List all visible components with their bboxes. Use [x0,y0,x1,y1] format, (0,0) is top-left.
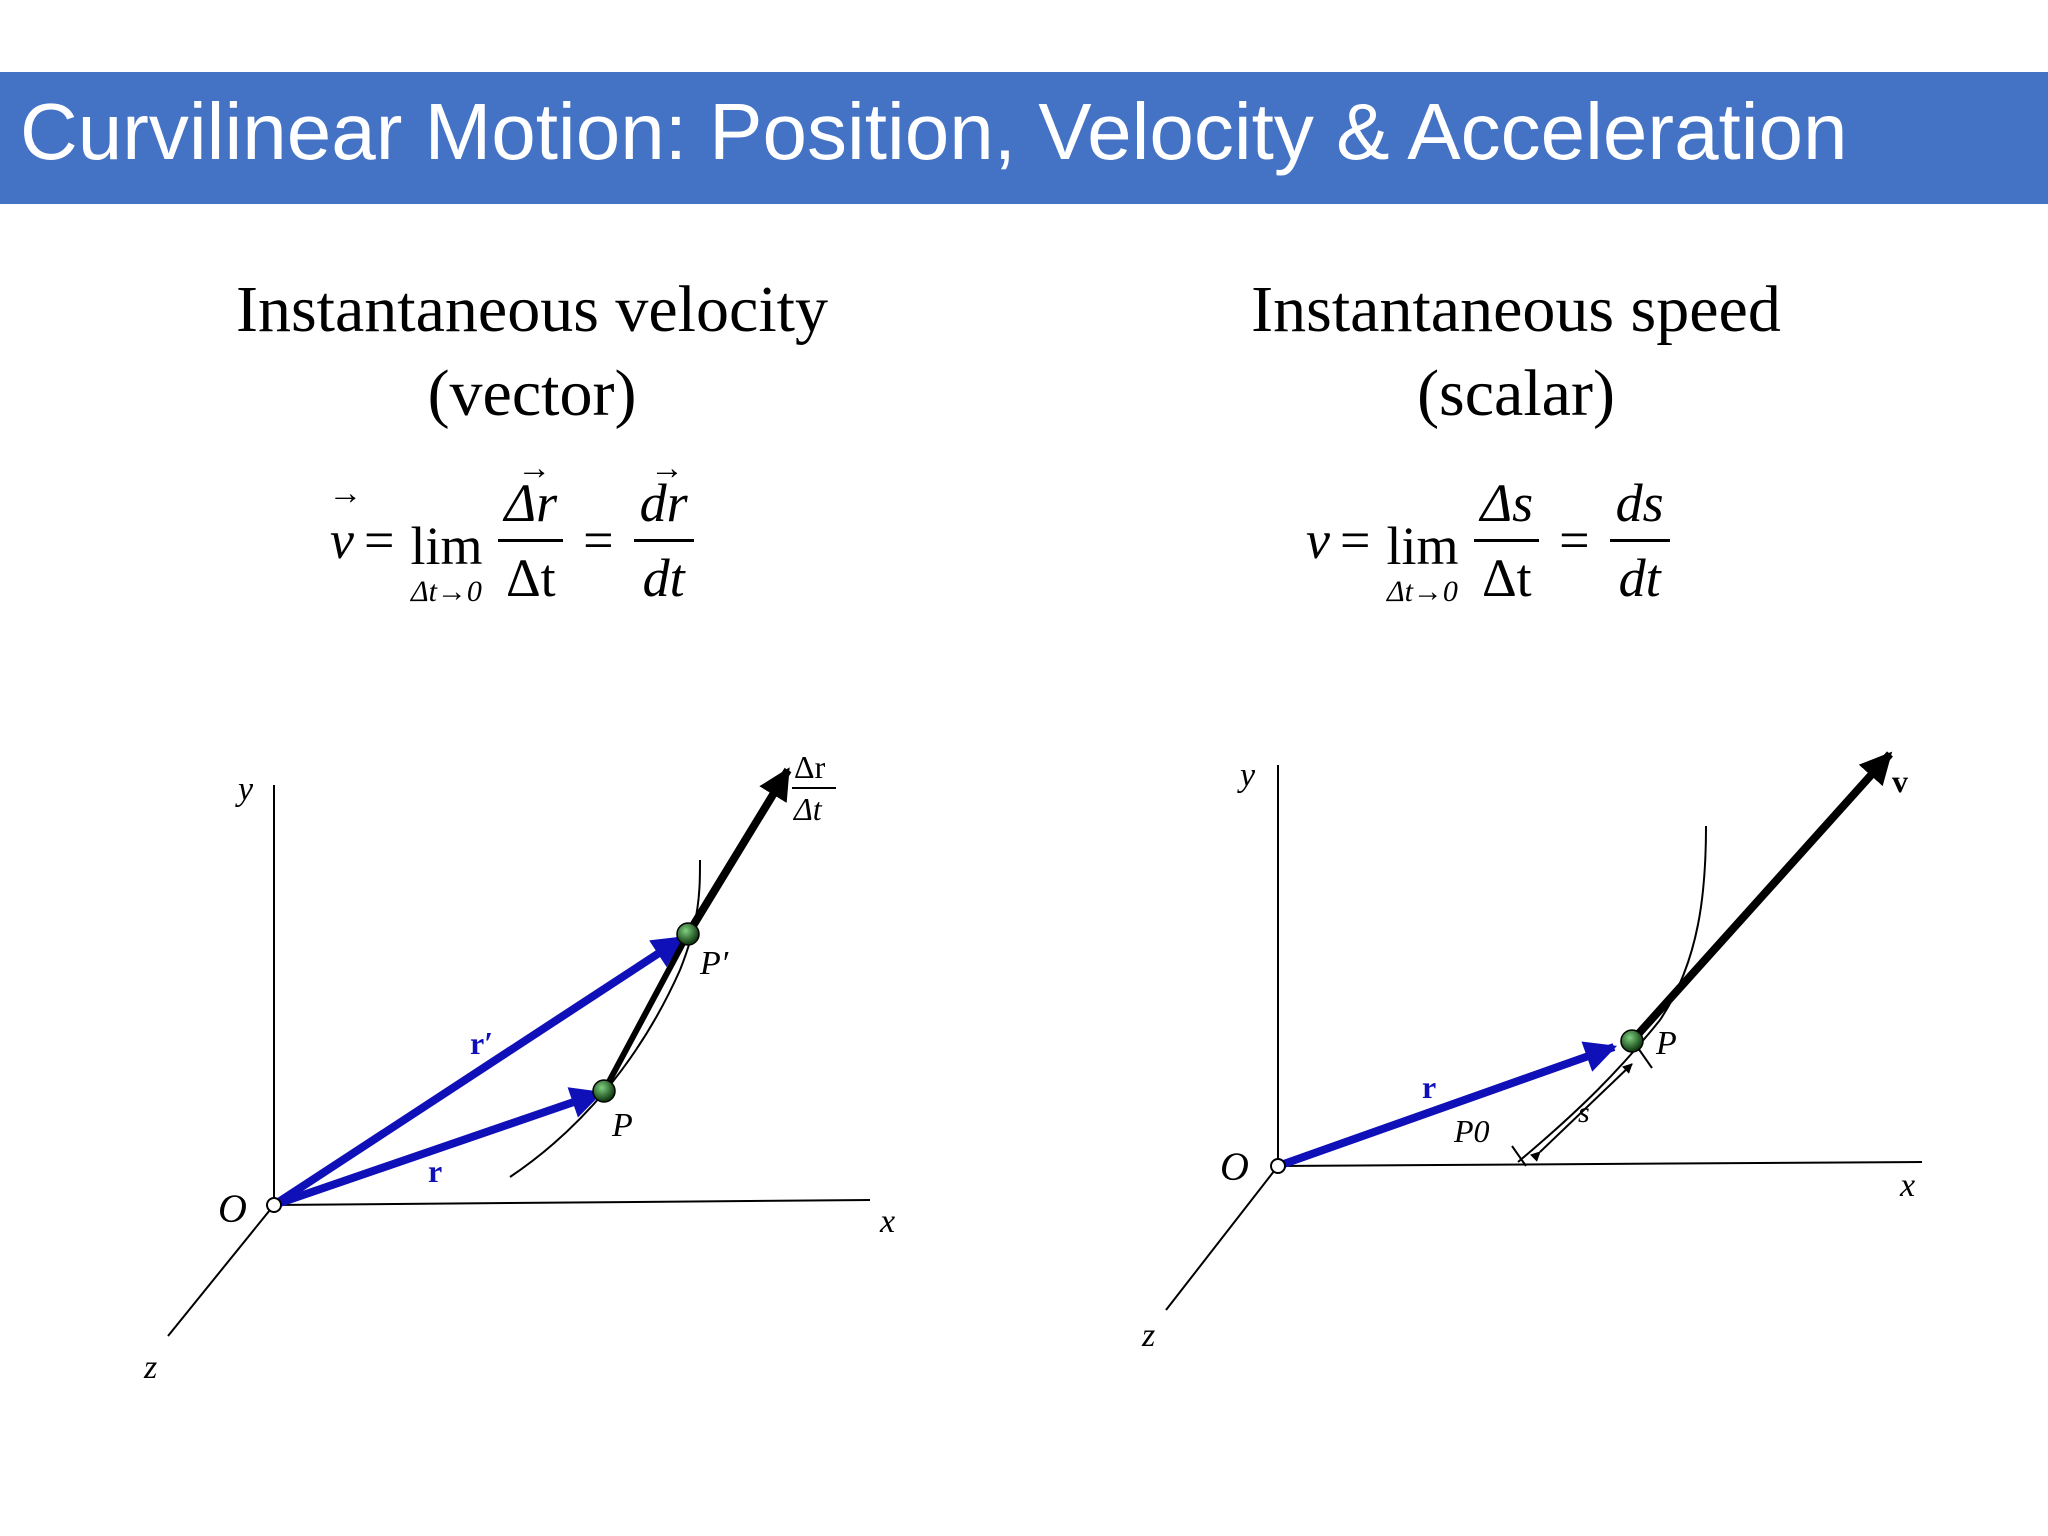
delta-s-over-delta-t: Δs Δt [1474,471,1540,610]
velocity-formula: v = lim Δt→0 Δr Δt = dr dt [330,460,704,620]
right-origin-label: O [1220,1144,1249,1189]
dr-over-dt: dr dt [633,471,694,610]
arc-length-s-arrow [1530,1063,1633,1162]
left-x-axis [273,1199,871,1206]
speed-heading-line2: (scalar) [1417,357,1615,430]
equals-sign-2: = [583,510,614,570]
dt-denominator: dt [642,547,685,608]
right-r-label: r [1422,1069,1436,1105]
delta-r-over-delta-t: Δr Δt [498,471,564,610]
left-path-curve [509,859,701,1178]
left-z-axis [167,1204,275,1337]
limit-word: lim [1386,516,1459,576]
speed-heading: Instantaneous speed (scalar) [1066,268,1966,436]
point-p-prime-label: P′ [699,945,729,982]
ratio-denominator-label: Δt [792,791,823,827]
left-z-axis-label: z [143,1349,157,1386]
speed-diagram: y x z O r P P0 s v [1141,751,1923,1354]
delta-t-denominator: Δt [505,547,556,608]
velocity-heading-line2: (vector) [427,357,637,430]
point-p-label: P [611,1107,633,1144]
title-bar: Curvilinear Motion: Position, Velocity &… [0,72,2048,204]
left-y-axis-label: y [235,771,254,808]
dr-numerator: dr [640,471,688,535]
right-z-axis [1165,1165,1279,1311]
limit-operator: lim Δt→0 [1386,518,1458,610]
right-x-axis-label: x [1899,1167,1915,1204]
equals-sign: = [363,510,395,570]
p0-tick [1511,1145,1527,1167]
point-p-dot [592,1079,616,1103]
equals-sign-2: = [1559,510,1590,570]
velocity-diagram: y x z O r r′ P P′ Δr Δt [143,749,895,1386]
limit-operator: lim Δt→0 [410,518,482,610]
right-point-p-dot [1620,1029,1644,1053]
velocity-heading-line1: Instantaneous velocity [235,273,828,346]
right-point-p-label: P [1655,1025,1677,1062]
equals-sign: = [1339,510,1371,570]
point-p0-label: P0 [1453,1113,1490,1149]
left-origin-label: O [218,1186,247,1231]
right-y-axis-label: y [1237,757,1256,794]
arc-s-label: s [1578,1096,1590,1129]
delta-t-denominator: Δt [1481,547,1532,608]
ds-over-dt: ds dt [1609,471,1670,610]
speed-symbol: v [1306,510,1330,570]
delta-r-over-delta-t-arrow [684,767,792,937]
left-position-vector-r-prime [271,934,685,1209]
left-r-prime-label: r′ [470,1025,493,1061]
delta-s-numerator: Δs [1474,471,1540,542]
delta-r-chord [601,932,691,1093]
limit-subscript: Δt→0 [410,575,482,608]
right-x-axis [1277,1161,1923,1167]
point-p-prime-dot [676,922,700,946]
speed-formula: v = lim Δt→0 Δs Δt = ds dt [1306,460,1680,620]
right-origin-point [1270,1158,1286,1174]
velocity-vector-v [1629,751,1893,1044]
limit-subscript: Δt→0 [1386,575,1458,608]
velocity-v-label: v [1892,763,1908,799]
slide-title: Curvilinear Motion: Position, Velocity &… [20,87,1848,176]
left-origin-point [266,1197,282,1213]
right-position-vector-r [1276,1041,1618,1170]
right-z-axis-label: z [1141,1317,1155,1354]
left-x-axis-label: x [879,1203,895,1240]
velocity-heading: Instantaneous velocity (vector) [82,268,982,436]
left-r-label: r [428,1153,442,1189]
delta-r-numerator: Δr [504,471,557,535]
speed-heading-line1: Instantaneous speed [1251,273,1781,346]
left-position-vector-r [272,1087,604,1209]
ratio-numerator-label: Δr [794,749,826,785]
ds-numerator: ds [1609,471,1670,542]
limit-word: lim [410,516,483,576]
p-tick [1637,1047,1653,1069]
dt-denominator: dt [1618,547,1661,608]
velocity-vector-symbol: v [330,509,354,571]
